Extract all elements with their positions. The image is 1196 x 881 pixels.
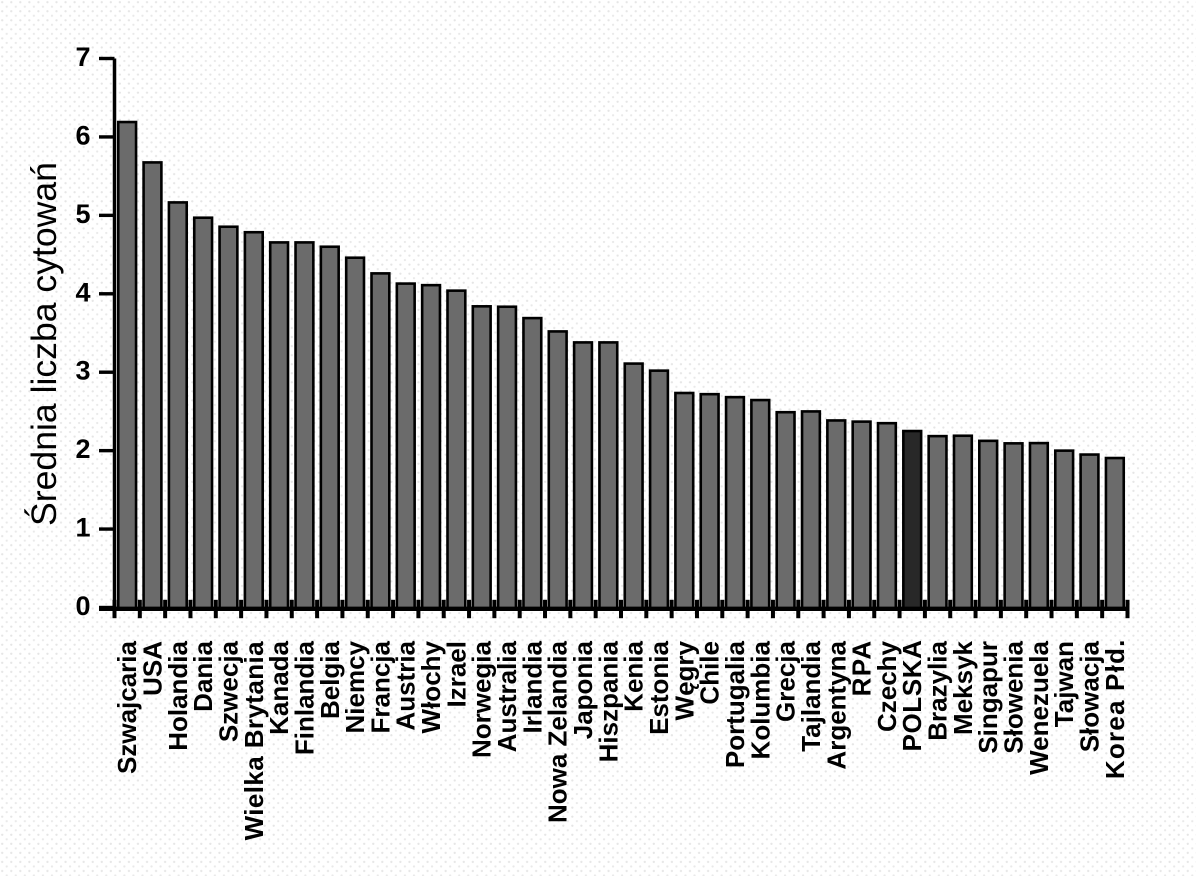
svg-text:USA: USA xyxy=(137,641,167,696)
svg-text:Chile: Chile xyxy=(695,641,725,705)
svg-text:1: 1 xyxy=(75,513,90,543)
svg-text:Izrael: Izrael xyxy=(441,641,471,708)
svg-text:Dania: Dania xyxy=(188,640,218,711)
svg-text:Tajwan: Tajwan xyxy=(1049,641,1079,727)
svg-text:Meksyk: Meksyk xyxy=(948,640,978,734)
svg-text:Wenezuela: Wenezuela xyxy=(1024,640,1054,774)
svg-text:4: 4 xyxy=(75,277,90,307)
svg-text:5: 5 xyxy=(75,199,90,229)
svg-text:3: 3 xyxy=(75,356,90,386)
svg-text:Australia: Australia xyxy=(492,640,522,752)
svg-text:Nowa Zelandia: Nowa Zelandia xyxy=(543,640,573,823)
svg-text:2: 2 xyxy=(75,434,90,464)
svg-text:Średnia liczba cytowań: Średnia liczba cytowań xyxy=(24,162,64,526)
svg-text:Hiszpania: Hiszpania xyxy=(593,640,623,762)
svg-text:Estonia: Estonia xyxy=(644,640,674,734)
svg-text:Kolumbia: Kolumbia xyxy=(745,640,775,759)
svg-text:Wielka Brytania: Wielka Brytania xyxy=(239,641,269,841)
svg-text:Francja: Francja xyxy=(365,640,395,733)
svg-text:POLSKA: POLSKA xyxy=(897,640,927,752)
svg-text:Kanada: Kanada xyxy=(264,640,294,734)
svg-text:6: 6 xyxy=(75,120,90,150)
svg-text:Włochy: Włochy xyxy=(416,640,446,733)
svg-text:Grecja: Grecja xyxy=(771,640,801,721)
svg-text:Japonia: Japonia xyxy=(568,640,598,739)
svg-text:Kenia: Kenia xyxy=(619,640,649,711)
svg-text:Austria: Austria xyxy=(391,640,421,730)
svg-text:Portugalia: Portugalia xyxy=(720,640,750,768)
svg-text:7: 7 xyxy=(75,42,90,72)
svg-text:Węgry: Węgry xyxy=(669,640,699,720)
svg-text:Singapur: Singapur xyxy=(973,641,1003,754)
svg-text:Szwajcaria: Szwajcaria xyxy=(112,640,142,774)
svg-text:Finlandia: Finlandia xyxy=(289,640,319,755)
svg-text:Niemcy: Niemcy xyxy=(340,640,370,733)
svg-text:Brazylia: Brazylia xyxy=(923,640,953,740)
svg-text:0: 0 xyxy=(75,591,90,621)
svg-text:Argentyna: Argentyna xyxy=(821,640,851,769)
svg-text:RPA: RPA xyxy=(847,640,877,697)
svg-text:Czechy: Czechy xyxy=(872,640,902,732)
svg-text:Irlandia: Irlandia xyxy=(517,640,547,733)
svg-text:Korea Płd.: Korea Płd. xyxy=(1100,639,1130,780)
svg-text:Norwegia: Norwegia xyxy=(467,640,497,758)
svg-text:Słowenia: Słowenia xyxy=(999,640,1029,753)
svg-text:Belgia: Belgia xyxy=(315,640,345,719)
svg-text:Tajlandia: Tajlandia xyxy=(796,640,826,751)
svg-text:Słowacja: Słowacja xyxy=(1075,640,1105,752)
svg-text:Holandia: Holandia xyxy=(163,640,193,750)
svg-text:Szwecja: Szwecja xyxy=(213,640,243,742)
